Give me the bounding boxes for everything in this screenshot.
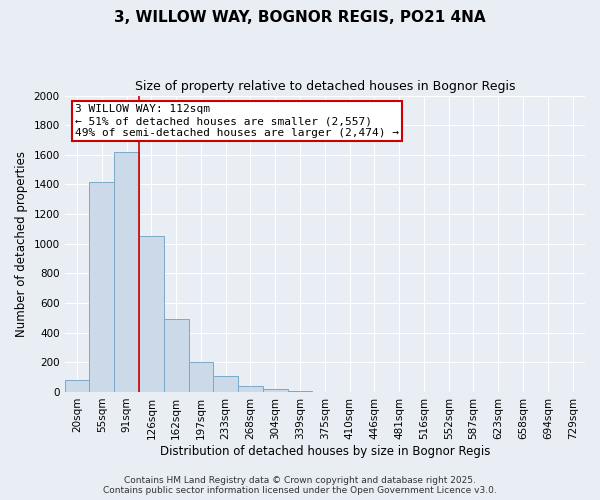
X-axis label: Distribution of detached houses by size in Bognor Regis: Distribution of detached houses by size … [160, 444, 490, 458]
Bar [139, 236, 164, 392]
Text: 3, WILLOW WAY, BOGNOR REGIS, PO21 4NA: 3, WILLOW WAY, BOGNOR REGIS, PO21 4NA [114, 10, 486, 25]
Bar [214, 376, 238, 392]
Bar [114, 152, 139, 392]
Y-axis label: Number of detached properties: Number of detached properties [15, 151, 28, 337]
Bar [263, 389, 287, 392]
Text: 3 WILLOW WAY: 112sqm
← 51% of detached houses are smaller (2,557)
49% of semi-de: 3 WILLOW WAY: 112sqm ← 51% of detached h… [75, 104, 399, 138]
Bar [287, 391, 313, 392]
Bar [89, 182, 114, 392]
Bar [188, 362, 214, 392]
Bar [238, 386, 263, 392]
Bar [65, 380, 89, 392]
Title: Size of property relative to detached houses in Bognor Regis: Size of property relative to detached ho… [134, 80, 515, 93]
Bar [164, 320, 188, 392]
Text: Contains HM Land Registry data © Crown copyright and database right 2025.
Contai: Contains HM Land Registry data © Crown c… [103, 476, 497, 495]
